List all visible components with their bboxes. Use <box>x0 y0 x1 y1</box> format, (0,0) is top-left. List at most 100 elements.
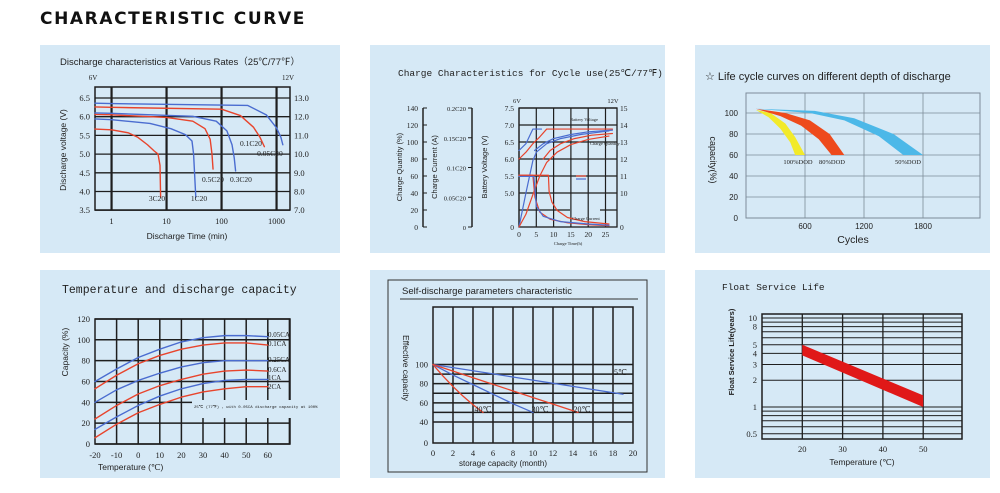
annotation: Charge Current <box>572 216 601 221</box>
chart-title: Discharge characteristics at Various Rat… <box>60 56 300 68</box>
series-voltage <box>533 129 614 152</box>
band-80%DOD <box>755 108 845 155</box>
annotation: Charge Quantity <box>590 141 621 146</box>
tick-label: 60 <box>411 172 419 181</box>
series-label: 0.1CA <box>268 340 286 348</box>
tick-label: 40 <box>411 189 419 198</box>
tick-label: 40 <box>420 417 429 427</box>
tick-label: 120 <box>407 121 419 130</box>
tick-label: 4 <box>753 348 758 358</box>
series-label: 30℃ <box>532 405 549 414</box>
tick-label: 2 <box>753 375 757 385</box>
series-voltage <box>542 132 614 160</box>
tick-label: 20 <box>629 448 638 458</box>
chart-title: Charge Characteristics for Cycle use(25℃… <box>398 68 663 79</box>
series-label: 2CA <box>268 383 281 391</box>
series-label: 80%DOD <box>819 159 845 166</box>
axis-label: Charge Current (A) <box>430 135 439 199</box>
tick-label: 0.2C20 <box>447 106 466 113</box>
series-0.05C20 <box>94 102 284 146</box>
right-tick-label: 0 <box>620 223 624 232</box>
right-tick-label: 15 <box>620 104 628 113</box>
note-background <box>192 400 322 418</box>
series-0.6CA <box>94 369 269 420</box>
annotation: Battery Voltage <box>570 117 598 122</box>
tick-label: 100 <box>415 360 428 370</box>
series-5℃ <box>432 363 624 395</box>
tick-label: 30 <box>838 444 847 454</box>
right-tick-label: 14 <box>620 121 628 130</box>
tick-label: 40 <box>82 397 91 407</box>
frame <box>387 279 648 473</box>
band-100%DOD <box>755 109 805 155</box>
right-tick-label: 13.0 <box>294 93 309 103</box>
right-tick-label: 8.0 <box>294 187 305 197</box>
series-quantity <box>518 135 610 228</box>
tick-label: 6.0 <box>505 155 515 164</box>
tick-label: 5.0 <box>505 189 515 198</box>
axis-unit: 12V <box>607 98 619 105</box>
chart-title: ☆ Life cycle curves on different depth o… <box>705 71 951 83</box>
tick-label: 0 <box>510 223 514 232</box>
axis-unit: 6V <box>89 74 98 82</box>
y-axis-label: Effective capacity <box>401 335 411 402</box>
y-axis-label: Discharge voltage (V) <box>58 109 68 191</box>
note: 25℃ (77℉) , with 0.05CA discharge capaci… <box>194 405 318 410</box>
tick-label: 4.0 <box>79 187 90 197</box>
series-30℃ <box>432 363 534 414</box>
series-label: 0.3C20 <box>230 175 252 184</box>
series-label: 40℃ <box>475 405 492 414</box>
band-50%DOD <box>755 108 923 155</box>
tick-label: 80 <box>420 379 429 389</box>
tick-label: 5.5 <box>79 130 90 140</box>
series-20℃ <box>432 363 579 414</box>
series-label: 50%DOD <box>895 159 921 166</box>
right-tick-label: 12 <box>620 155 628 164</box>
axis-label: Battery Voltage (V) <box>480 135 489 198</box>
tick-label: 1 <box>109 216 113 226</box>
series-40℃ <box>432 363 484 414</box>
tick-label: 0 <box>424 438 428 448</box>
service-life-band <box>802 344 924 407</box>
series-label: 3C20 <box>149 194 166 203</box>
series-label: 0.6CA <box>268 366 286 374</box>
tick-label: 3.5 <box>79 205 90 215</box>
right-tick-label: 11.0 <box>294 130 309 140</box>
tick-label: 60 <box>420 398 429 408</box>
series-voltage <box>518 128 543 152</box>
tick-label: 7.0 <box>505 121 515 130</box>
series-label: 20℃ <box>574 405 591 414</box>
tick-label: 0.1C20 <box>447 166 466 173</box>
series-0.05CA <box>94 334 269 383</box>
series-quantity <box>518 130 610 228</box>
tick-label: 10 <box>749 313 758 323</box>
series-0.1C20 <box>94 106 266 148</box>
axis-unit: 12V <box>282 74 294 82</box>
tick-label: 10 <box>162 216 171 226</box>
series-label: 1C20 <box>191 194 208 203</box>
x-axis-label: Cycles <box>837 234 869 246</box>
right-tick-label: 7.0 <box>294 205 305 215</box>
tick-label: 10 <box>156 450 165 460</box>
tick-label: 40 <box>729 172 738 181</box>
chart-title: Self-discharge parameters characteristic <box>402 286 572 297</box>
tick-label: 40 <box>879 444 888 454</box>
tick-label: 80 <box>411 155 419 164</box>
tick-label: 50 <box>242 450 251 460</box>
series-0.3C20 <box>94 112 237 172</box>
tick-label: 5.0 <box>79 149 90 159</box>
tick-label: 6 <box>491 448 495 458</box>
y-axis-label: Float Service Life(years) <box>727 308 736 395</box>
tick-label: 4.5 <box>79 168 90 178</box>
tick-label: 10 <box>529 448 538 458</box>
tick-label: 0 <box>86 439 90 449</box>
chart-title: Float Service Life <box>722 282 825 293</box>
tick-label: 20 <box>177 450 186 460</box>
tick-label: 0 <box>463 225 466 232</box>
x-axis-label: Charge Time(h) <box>554 241 583 246</box>
chart-panel-2 <box>370 45 665 253</box>
tick-label: 60 <box>82 376 91 386</box>
tick-label: 100 <box>77 335 90 345</box>
series-0.25CA <box>94 359 269 404</box>
right-tick-label: 11 <box>620 172 627 181</box>
